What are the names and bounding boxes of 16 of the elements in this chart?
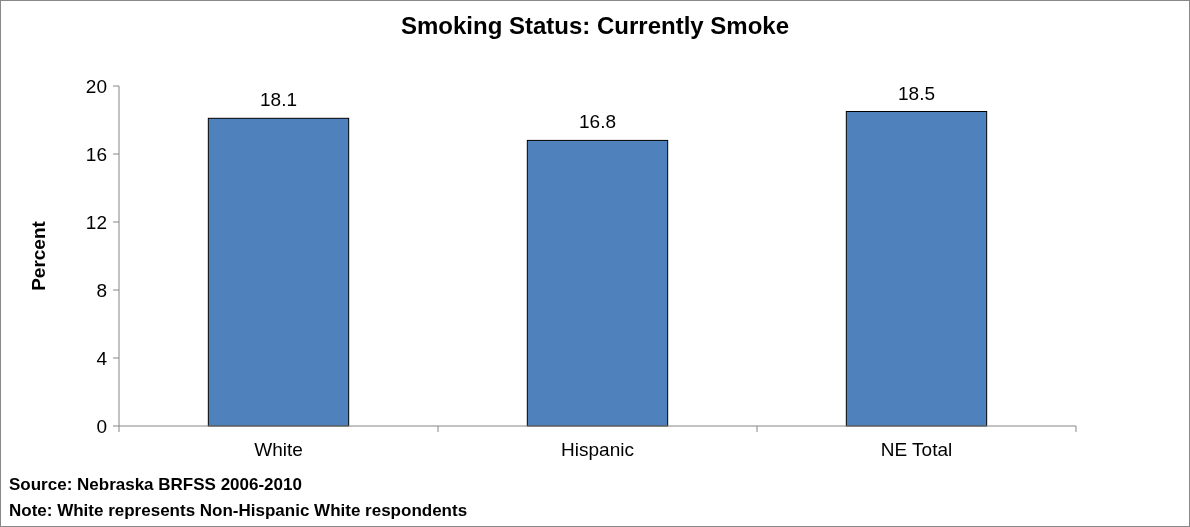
data-label: 18.5 <box>898 82 935 104</box>
y-axis-title: Percent <box>28 220 49 291</box>
text: Note: White represents Non-Hispanic White respondents <box>9 501 468 520</box>
source-note: Source: Nebraska BRFSS 2006-2010 <box>9 475 302 494</box>
x-tick-label: Hispanic <box>561 439 634 460</box>
data-label: 16.8 <box>579 111 616 133</box>
data-label: 18.1 <box>260 89 297 111</box>
y-tick-label: 0 <box>96 415 107 437</box>
y-tick-label: 20 <box>85 75 107 97</box>
x-tick-label: White <box>254 439 303 460</box>
x-tick-label: NE Total <box>880 439 953 460</box>
chart-title: Smoking Status: Currently Smoke <box>400 12 790 39</box>
y-tick-label: 16 <box>85 143 107 165</box>
y-tick-label: 12 <box>85 211 107 233</box>
y-tick-label: 8 <box>96 279 107 301</box>
y-tick-label: 4 <box>96 347 108 369</box>
